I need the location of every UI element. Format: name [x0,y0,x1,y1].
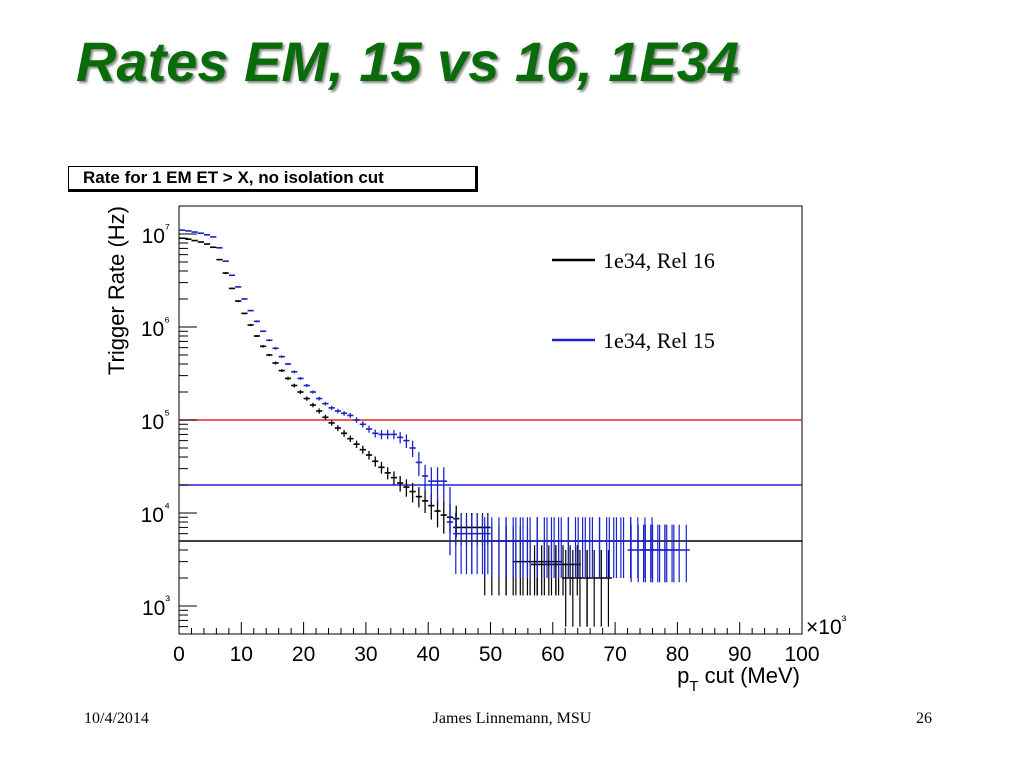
x-tick-label: 60 [541,643,564,666]
x-axis-label: pT cut (MeV) [677,663,800,695]
x-tick-label: 40 [417,643,440,666]
x-tick-label: 70 [603,643,626,666]
x-tick-label: 90 [728,643,751,666]
x-tick-label: 10 [230,643,253,666]
y-axis-label: Trigger Rate (Hz) [104,206,129,375]
footer-author: James Linnemann, MSU [432,710,592,727]
footer-page-number: 26 [916,710,932,727]
x-tick-label: 0 [173,643,185,666]
series-2 [179,229,690,583]
x-tick-label: 30 [354,643,377,666]
y-tick-label: 10³ [142,592,170,620]
legend-label: 1e34, Rel 15 [603,328,715,353]
x-multiplier-label: ×10³ [806,612,847,639]
x-tick-label: 80 [666,643,689,666]
histogram-title: Rate for 1 EM ET > X, no isolation cut [68,166,478,192]
slide-title: Rates EM, 15 vs 16, 1E34 [76,30,740,93]
footer-date: 10/4/2014 [84,710,149,727]
y-tick-label: 10⁶ [141,313,170,341]
y-tick-label: 10⁵ [141,406,170,434]
x-tick-label: 20 [292,643,315,666]
legend-label: 1e34, Rel 16 [603,248,715,273]
y-tick-label: 10⁷ [142,220,170,248]
x-tick-label: 50 [479,643,502,666]
y-tick-label: 10⁴ [141,499,170,527]
x-tick-label: 100 [784,643,819,666]
